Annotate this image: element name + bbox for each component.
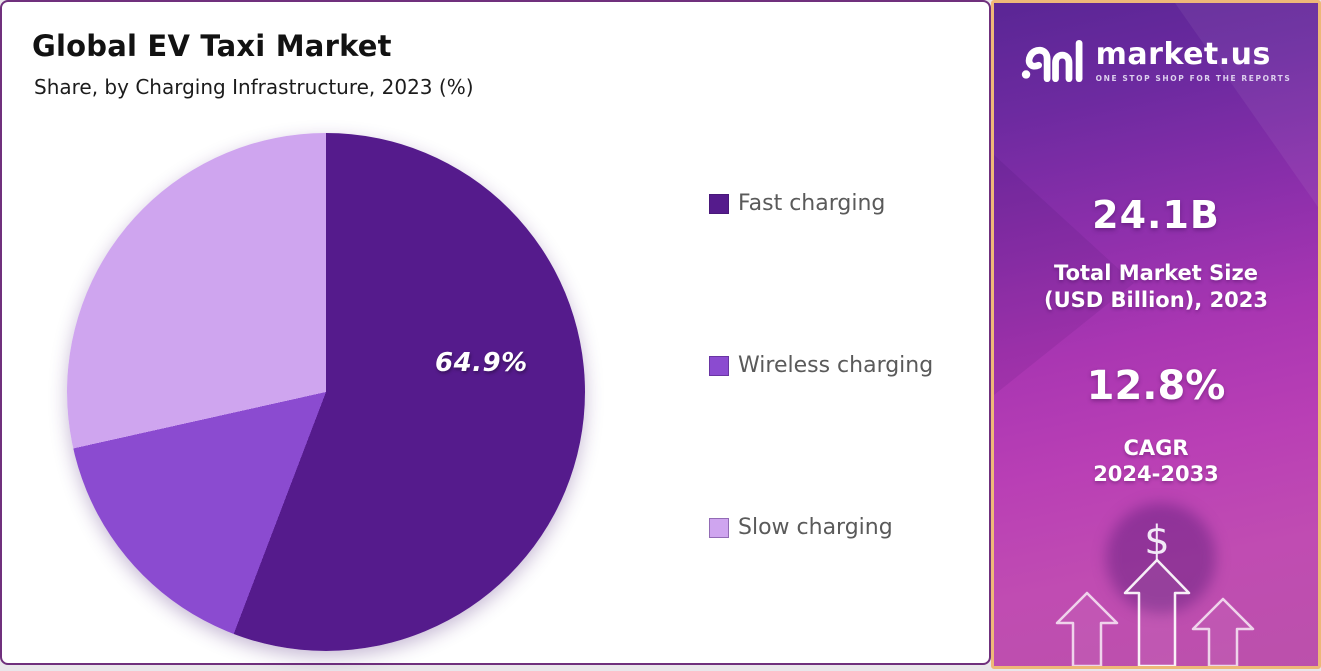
brand-name: market.us: [1095, 37, 1271, 72]
legend-label: Slow charging: [738, 515, 893, 540]
brand: market.us ONE STOP SHOP FOR THE REPORTS: [994, 35, 1318, 87]
stat-label-line: 2024-2033: [1093, 462, 1219, 486]
chart-title: Global EV Taxi Market: [32, 29, 392, 63]
legend-swatch: [709, 517, 729, 538]
stat-label-line: Total Market Size: [1054, 261, 1258, 285]
pie-chart: [67, 133, 585, 651]
legend-swatch: [709, 355, 729, 376]
sidebar: market.us ONE STOP SHOP FOR THE REPORTS …: [991, 0, 1321, 669]
dollar-symbol: $: [1144, 518, 1169, 564]
chart-panel: Global EV Taxi Market Share, by Charging…: [0, 0, 991, 665]
stat-label-market-size: Total Market Size (USD Billion), 2023: [994, 260, 1318, 314]
legend-item: Fast charging: [709, 191, 885, 216]
legend-item: Wireless charging: [709, 353, 933, 378]
arrow-up-left-icon: [1055, 591, 1119, 666]
stat-label-line: (USD Billion), 2023: [1043, 288, 1269, 312]
pie-data-label: 64.9%: [435, 348, 528, 378]
growth-arrows-icon: $: [1055, 518, 1255, 666]
arrow-up-right-icon: [1191, 597, 1255, 666]
market-us-logo-icon: [1021, 39, 1083, 83]
stat-value-market-size: 24.1B: [1092, 193, 1220, 237]
legend-swatch: [709, 193, 729, 214]
legend-label: Fast charging: [738, 191, 886, 216]
sidebar-deco-circle: [1106, 503, 1216, 613]
stat-value-cagr: 12.8%: [1086, 363, 1226, 409]
arrow-up-center-icon: [1123, 558, 1191, 666]
chart-subtitle: Share, by Charging Infrastructure, 2023 …: [34, 75, 474, 99]
legend-item: Slow charging: [709, 515, 893, 540]
legend-label: Wireless charging: [738, 353, 934, 378]
stat-label-line: CAGR: [1123, 436, 1189, 460]
stat-label-cagr: CAGR 2024-2033: [994, 435, 1318, 487]
brand-tagline: ONE STOP SHOP FOR THE REPORTS: [1095, 74, 1292, 83]
